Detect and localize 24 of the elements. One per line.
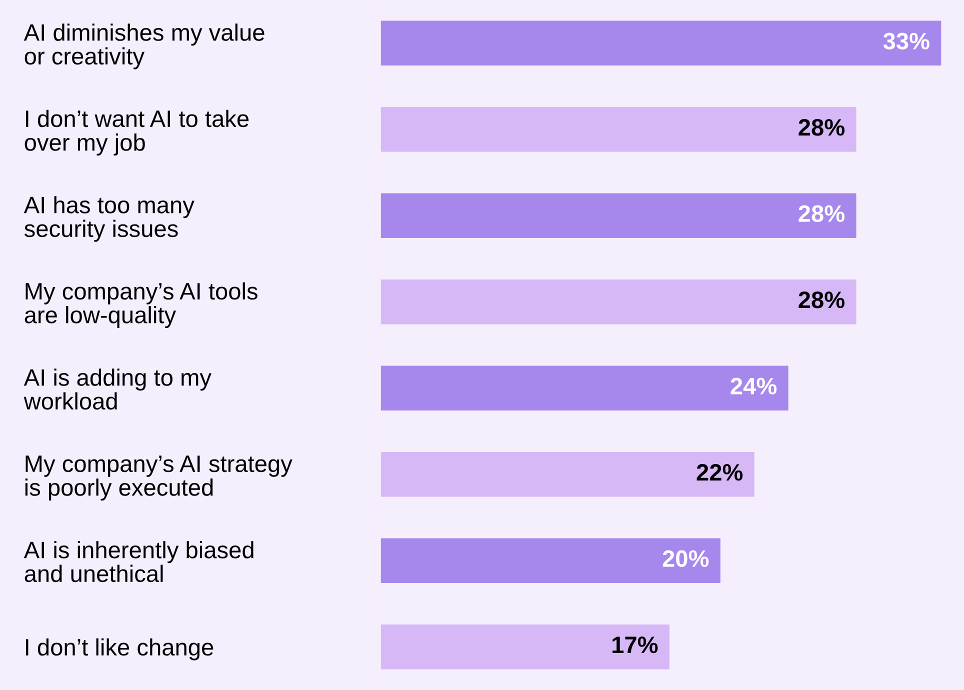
bar: [380, 20, 942, 66]
y-tick-label: My company’s AI strategy is poorly executed: [25, 456, 292, 501]
data-label: 33%: [883, 32, 930, 50]
y-tick-label: AI is inherently biased and unethical: [24, 541, 254, 582]
bar: [380, 366, 788, 411]
y-tick-label: I don’t like change: [26, 638, 214, 660]
bar: [380, 106, 856, 152]
y-tick-label: AI has too many security issues: [24, 196, 194, 242]
data-label: 22%: [696, 464, 743, 481]
bar: [380, 538, 720, 584]
data-label: 28%: [798, 291, 844, 308]
y-tick-label: AI diminishes my value or creativity: [24, 24, 264, 70]
data-label: 20%: [662, 550, 709, 567]
bar: [380, 452, 754, 497]
y-tick-label: AI is adding to my workload: [24, 368, 212, 410]
data-label: 17%: [612, 636, 658, 654]
bar: [380, 193, 856, 238]
y-tick-label: I don’t want AI to take over my job: [24, 110, 249, 156]
data-label: 28%: [798, 118, 844, 136]
bar: [380, 624, 670, 670]
data-label: 28%: [798, 205, 844, 222]
y-tick-label: My company’s AI tools are low-quality: [24, 282, 258, 328]
bar: [380, 279, 856, 324]
data-label: 24%: [730, 378, 777, 394]
